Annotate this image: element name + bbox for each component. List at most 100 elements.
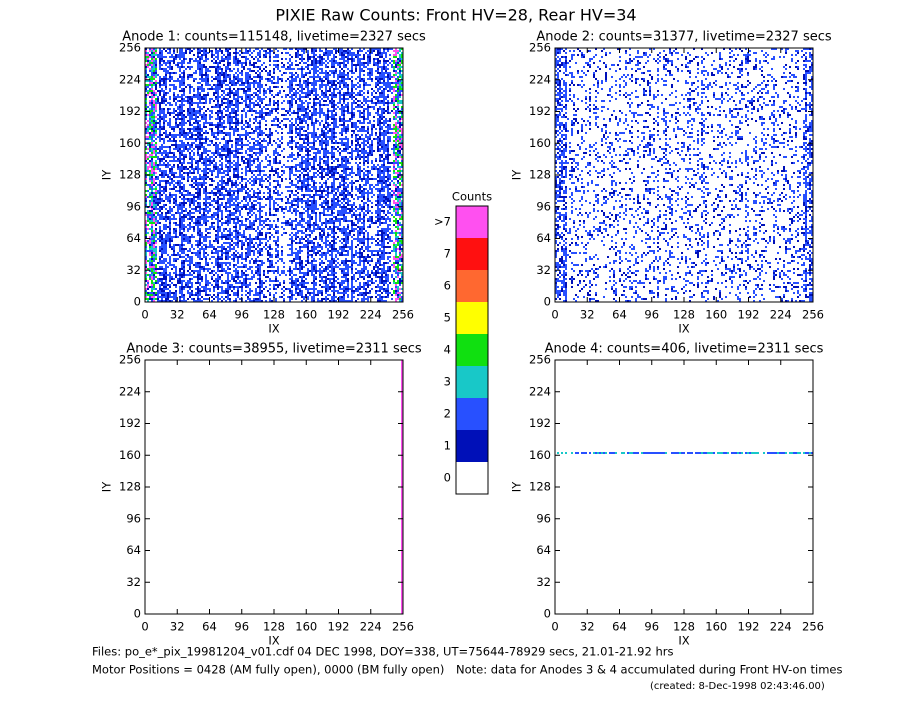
y-tick-label: 32 [536, 575, 551, 589]
colorbar-swatch [456, 366, 488, 398]
y-tick-label: 224 [119, 72, 141, 86]
x-axis-label: IX [268, 634, 279, 648]
colorbar-swatch [456, 462, 488, 494]
y-tick-label: 0 [134, 295, 141, 309]
y-tick-label: 256 [529, 41, 551, 55]
colorbar-label: 7 [444, 247, 451, 261]
panel-title: Anode 2: counts=31377, livetime=2327 sec… [536, 30, 832, 45]
x-tick-label: 192 [738, 620, 760, 634]
y-tick-label: 256 [529, 353, 551, 367]
panel-title: Anode 4: counts=406, livetime=2311 secs [545, 342, 824, 357]
y-tick-label: 224 [529, 384, 551, 398]
y-tick-label: 160 [529, 448, 551, 462]
x-tick-label: 64 [612, 620, 627, 634]
y-tick-label: 192 [529, 104, 551, 118]
y-axis-label: IY [100, 481, 114, 492]
count-texture [145, 48, 403, 302]
x-tick-label: 160 [705, 620, 727, 634]
y-tick-label: 256 [119, 41, 141, 55]
plot-frame [554, 359, 814, 615]
y-tick-label: 224 [529, 72, 551, 86]
plot-frame [144, 359, 404, 615]
colorbar-label: 2 [444, 407, 451, 421]
x-tick-label: 224 [770, 308, 792, 322]
y-tick-label: 64 [126, 543, 141, 557]
x-axis-label: IX [678, 322, 689, 336]
footer-motor: Motor Positions = 0428 (AM fully open), … [92, 663, 444, 677]
colorbar-title: Counts [452, 190, 492, 204]
x-tick-label: 0 [141, 308, 148, 322]
x-tick-label: 128 [673, 620, 695, 634]
y-axis-label: IY [100, 169, 114, 180]
y-tick-label: 96 [536, 199, 551, 213]
y-tick-label: 128 [529, 480, 551, 494]
y-tick-label: 160 [119, 136, 141, 150]
y-tick-label: 224 [119, 384, 141, 398]
colorbar-label: 0 [444, 471, 451, 485]
x-tick-label: 64 [612, 308, 627, 322]
footer-files: Files: po_e*_pix_19981204_v01.cdf 04 DEC… [92, 645, 673, 659]
x-tick-label: 32 [170, 308, 185, 322]
y-axis-label: IY [510, 169, 524, 180]
x-tick-label: 192 [738, 308, 760, 322]
x-tick-label: 128 [263, 308, 285, 322]
x-tick-label: 256 [802, 308, 824, 322]
x-tick-label: 160 [295, 620, 317, 634]
footer-note: Note: data for Anodes 3 & 4 accumulated … [456, 663, 842, 677]
x-tick-label: 32 [580, 308, 595, 322]
x-tick-label: 96 [644, 308, 659, 322]
count-texture [575, 452, 813, 454]
x-tick-label: 192 [328, 308, 350, 322]
x-tick-label: 224 [360, 308, 382, 322]
x-tick-label: 96 [234, 308, 249, 322]
x-tick-label: 224 [770, 620, 792, 634]
x-tick-label: 0 [551, 308, 558, 322]
colorbar-swatch [456, 238, 488, 270]
y-tick-label: 256 [119, 353, 141, 367]
y-tick-label: 0 [134, 607, 141, 621]
colorbar-label: 5 [444, 311, 451, 325]
panel-title: Anode 1: counts=115148, livetime=2327 se… [122, 30, 426, 45]
x-tick-label: 192 [328, 620, 350, 634]
colorbar-label: >7 [434, 215, 451, 229]
footer-created: (created: 8-Dec-1998 02:43:46.00) [650, 681, 825, 692]
x-tick-label: 32 [170, 620, 185, 634]
y-tick-label: 96 [126, 511, 141, 525]
y-tick-label: 96 [126, 199, 141, 213]
y-tick-label: 96 [536, 511, 551, 525]
x-tick-label: 128 [673, 308, 695, 322]
colorbar-swatch [456, 398, 488, 430]
x-tick-label: 64 [202, 308, 217, 322]
y-tick-label: 64 [126, 231, 141, 245]
x-tick-label: 256 [802, 620, 824, 634]
x-tick-label: 32 [580, 620, 595, 634]
y-tick-label: 64 [536, 543, 551, 557]
colorbar-label: 4 [444, 343, 451, 357]
y-tick-label: 128 [119, 480, 141, 494]
colorbar-label: 6 [444, 279, 451, 293]
count-texture [555, 48, 813, 302]
y-tick-label: 160 [119, 448, 141, 462]
y-tick-label: 0 [544, 295, 551, 309]
y-tick-label: 64 [536, 231, 551, 245]
y-axis-label: IY [510, 481, 524, 492]
x-tick-label: 64 [202, 620, 217, 634]
x-tick-label: 0 [551, 620, 558, 634]
colorbar-swatch [456, 302, 488, 334]
colorbar-swatch [456, 430, 488, 462]
x-tick-label: 160 [295, 308, 317, 322]
page-title: PIXIE Raw Counts: Front HV=28, Rear HV=3… [275, 6, 636, 25]
y-tick-label: 0 [544, 607, 551, 621]
x-tick-label: 128 [263, 620, 285, 634]
colorbar-swatch [456, 334, 488, 366]
y-tick-label: 192 [119, 416, 141, 430]
count-texture [145, 48, 403, 302]
count-texture [555, 48, 813, 302]
colorbar-swatch [456, 270, 488, 302]
x-tick-label: 96 [234, 620, 249, 634]
x-tick-label: 160 [705, 308, 727, 322]
count-texture [557, 452, 811, 454]
x-tick-label: 224 [360, 620, 382, 634]
y-tick-label: 32 [536, 263, 551, 277]
